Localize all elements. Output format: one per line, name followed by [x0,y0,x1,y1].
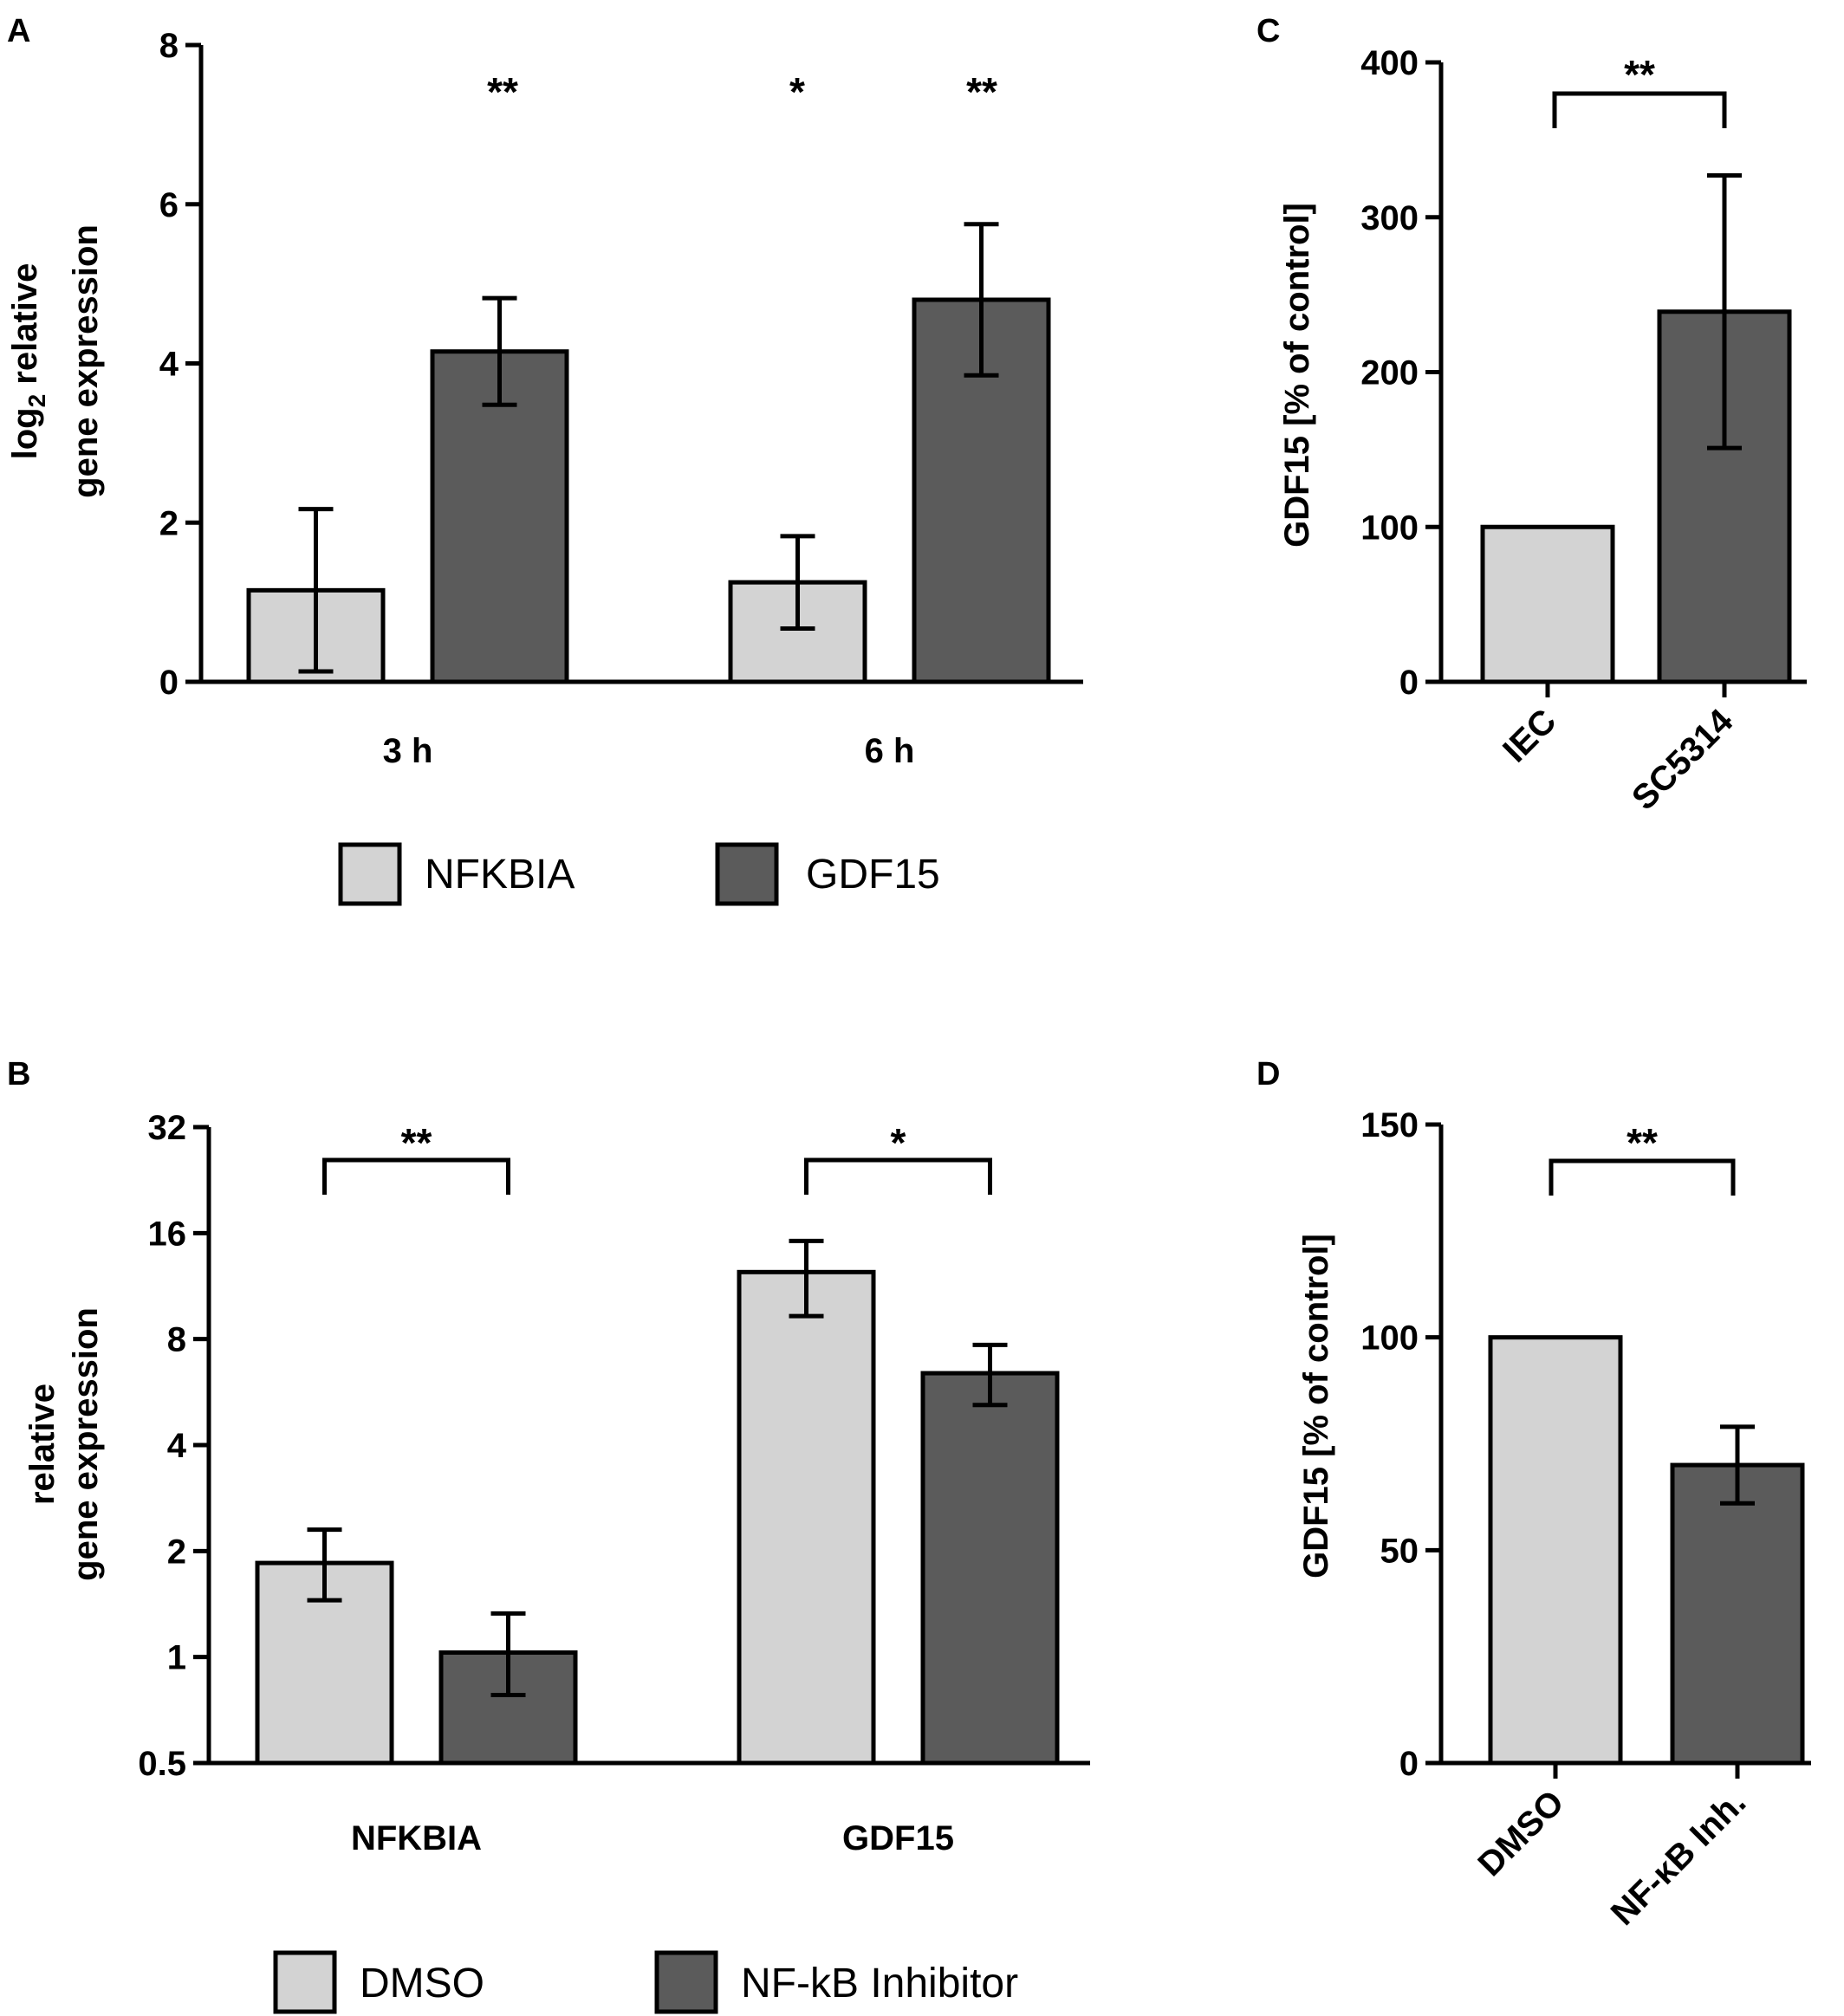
panel-label-a: A [7,13,30,49]
x-category-label: 6 h [865,732,915,770]
legend-label-gdf15: GDF15 [806,852,940,898]
legend-b: DMSO NF-kB Inhibitor [273,1950,1018,2014]
panel-label-b: B [7,1056,30,1092]
significance-marker: ** [1626,1120,1658,1165]
panel-b-y-tick-label: 0.5 [138,1745,186,1783]
legend-swatch-nfkbia [338,842,402,906]
x-category-label: IEC [1496,702,1563,769]
panel-d-y-tick-label: 150 [1360,1106,1419,1144]
legend-label-nfkbia: NFKBIA [425,852,575,898]
significance-marker: * [891,1120,906,1165]
significance-marker: * [789,69,805,114]
x-category-label: SC5314 [1625,702,1741,818]
chart-panel-c: GDF15 [% of control] 0 100 200 300 400 IEC SC5… [1278,44,1807,818]
legend-swatch-nfkb-inhibitor [654,1950,718,2014]
panel-b-y-tick-label: 8 [167,1321,186,1359]
panel-c-y-tick-label: 100 [1360,509,1419,547]
panel-b-y-tick-label: 32 [148,1109,187,1147]
panel-label-c: C [1256,13,1280,49]
legend-label-dmso: DMSO [360,1961,484,2006]
significance-marker: ** [401,1120,432,1165]
panel-b-y-tick-label: 1 [167,1639,186,1677]
panel-c-y-tick-label: 200 [1360,354,1419,392]
legend-a: NFKBIA GDF15 [338,842,940,906]
significance-bracket [1552,91,1727,128]
panel-d-y-tick-label: 0 [1399,1745,1419,1783]
panel-a-y-tick-label: 2 [159,504,179,542]
panel-d-y-tick-label: 100 [1360,1319,1419,1358]
x-category-label: DMSO [1471,1783,1571,1883]
legend-label-nfkb-inhibitor: NF-kB Inhibitor [741,1961,1018,2006]
legend-swatch-gdf15 [715,842,779,906]
panel-c-y-tick-label: 400 [1360,44,1419,82]
panel-a-y-tick-label: 8 [159,27,179,65]
panel-d-y-tick-label: 50 [1380,1532,1419,1570]
panel-b-y-tick-label: 16 [148,1215,187,1253]
y-axis-label-a-line1: log2 relative [6,263,50,460]
x-category-label: NF-κB Inh. [1604,1783,1754,1933]
significance-marker: ** [487,69,518,114]
panel-b-y-tick-label: 2 [167,1533,186,1571]
panel-b-y-tick-label: 4 [167,1427,187,1465]
y-axis-label-a-line2: gene expression [67,224,105,498]
panel-label-d: D [1256,1056,1280,1092]
significance-bracket [1549,1158,1736,1196]
bar-dmso [1488,1335,1623,1766]
panel-c-y-tick-label: 300 [1360,199,1419,237]
bar-nfkb-inhibitor-gdf15 [920,1371,1060,1766]
significance-bracket [804,1157,992,1195]
legend-swatch-dmso [273,1950,337,2014]
significance-bracket [322,1157,510,1195]
bar-nfkb-inh [1670,1462,1805,1766]
bar-iec [1480,524,1615,684]
chart-panel-b: relative gene expression 0.5 1 2 4 8 16 32 NFKB… [23,1109,1090,1857]
y-axis-label-b-line1: relative [23,1384,62,1505]
significance-marker: ** [966,69,997,114]
bar-dmso-gdf15 [737,1269,876,1766]
x-category-label: GDF15 [842,1819,954,1857]
x-category-label: NFKBIA [351,1819,482,1857]
panel-a-y-tick-label: 0 [159,664,179,702]
chart-panel-d: GDF15 [% of control] 0 50 100 150 DMSO NF-κB … [1297,1106,1811,1933]
panel-a-y-tick-label: 4 [159,346,179,384]
panel-c-y-tick-label: 0 [1399,664,1419,702]
y-axis-label-d: GDF15 [% of control] [1297,1234,1335,1578]
significance-marker: ** [1624,52,1655,97]
x-category-label: 3 h [383,732,433,770]
y-axis-label-c: GDF15 [% of control] [1278,203,1316,548]
panel-a-y-tick-label: 6 [159,186,179,224]
y-axis-label-b-line2: gene expression [67,1307,105,1581]
chart-panel-a: log2 relative gene expression 0 2 4 6 8 3 h 6 … [6,27,1083,770]
